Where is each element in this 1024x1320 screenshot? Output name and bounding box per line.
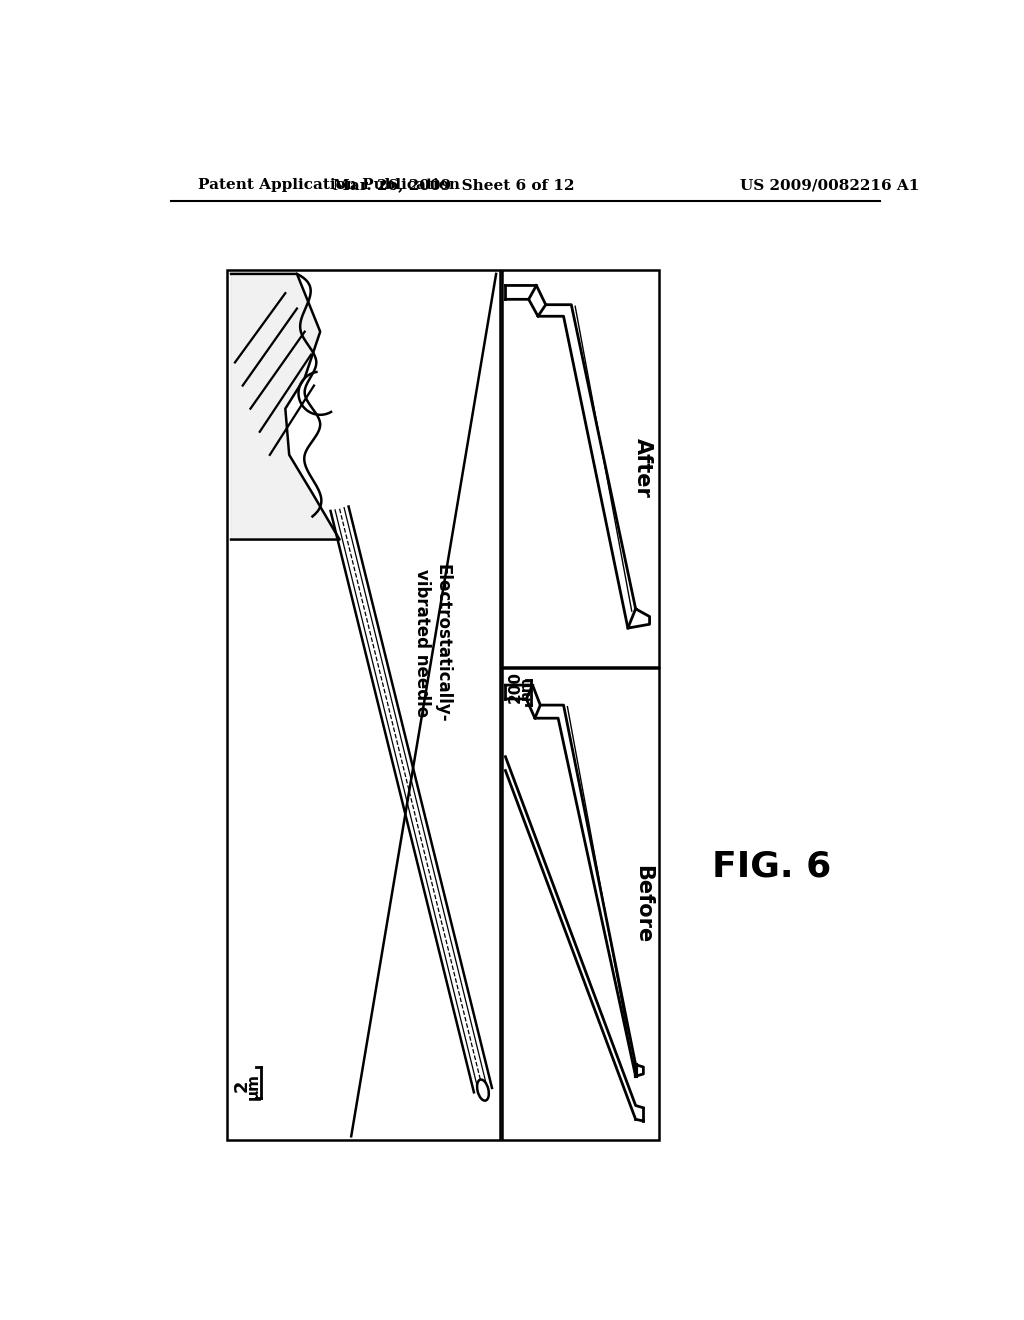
Text: Electrostatically-
vibrated needle: Electrostatically- vibrated needle	[413, 564, 452, 723]
Text: After: After	[634, 438, 653, 498]
Ellipse shape	[477, 1080, 488, 1101]
Text: Mar. 26, 2009  Sheet 6 of 12: Mar. 26, 2009 Sheet 6 of 12	[333, 178, 574, 193]
Text: nm: nm	[519, 676, 534, 700]
Polygon shape	[351, 275, 496, 1137]
Text: Patent Application Publication: Patent Application Publication	[198, 178, 460, 193]
Text: μm: μm	[246, 1073, 260, 1100]
Text: Before: Before	[634, 865, 653, 944]
Polygon shape	[231, 275, 340, 540]
Text: 200: 200	[508, 672, 523, 704]
Text: FIG. 6: FIG. 6	[712, 850, 830, 884]
Text: US 2009/0082216 A1: US 2009/0082216 A1	[740, 178, 920, 193]
Text: 2: 2	[232, 1080, 250, 1093]
